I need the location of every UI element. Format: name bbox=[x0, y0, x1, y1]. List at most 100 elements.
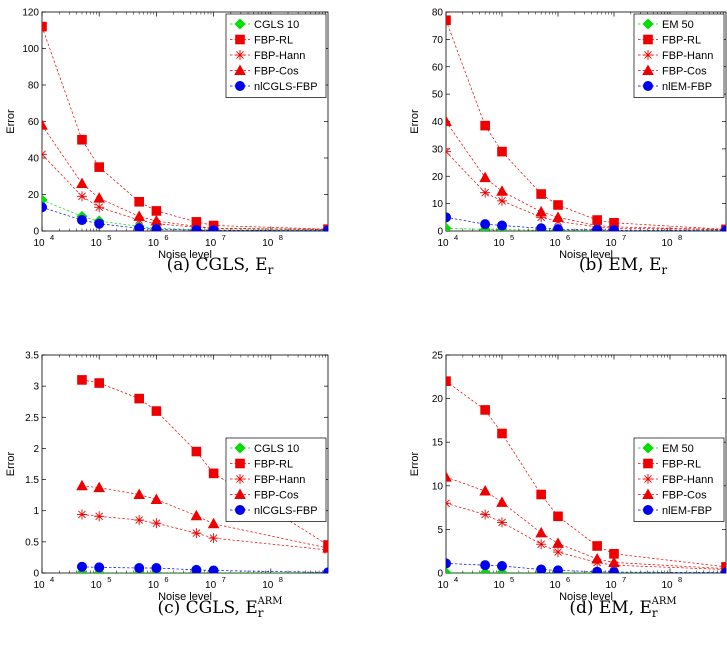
data-point bbox=[497, 517, 507, 528]
data-point bbox=[134, 563, 145, 573]
data-point bbox=[609, 225, 619, 231]
data-point bbox=[208, 533, 219, 544]
x-tick-exponent: 7 bbox=[622, 233, 626, 242]
legend-entry: FBP-Cos bbox=[662, 490, 707, 502]
data-point bbox=[207, 517, 220, 529]
legend: EM 50 FBP-RL FBP-Hann FBP-Cos nlEM-FBP bbox=[633, 13, 725, 98]
data-point bbox=[93, 192, 105, 203]
legend-marker bbox=[235, 34, 245, 45]
x-tick-exponent: 6 bbox=[566, 575, 570, 584]
legend-marker bbox=[642, 488, 654, 499]
data-point bbox=[479, 171, 491, 183]
data-point bbox=[208, 468, 219, 479]
y-axis-label: Error bbox=[5, 451, 17, 476]
data-point bbox=[536, 564, 547, 573]
data-point bbox=[480, 405, 490, 415]
y-tick-label: 0 bbox=[437, 569, 443, 580]
series-line bbox=[446, 380, 726, 568]
legend-marker bbox=[235, 81, 245, 91]
series-fbp-hann bbox=[76, 509, 328, 555]
x-tick-label: 10 bbox=[661, 580, 673, 591]
legend-entry: FBP-Hann bbox=[254, 50, 305, 62]
data-point bbox=[591, 553, 603, 564]
y-tick-label: 20 bbox=[28, 190, 40, 201]
y-tick-label: 20 bbox=[432, 394, 444, 405]
x-tick-label: 10 bbox=[148, 580, 160, 591]
legend: CGLS 10 FBP-RL FBP-Hann FBP-Cos nlCGLS-FBP bbox=[225, 437, 327, 522]
data-point bbox=[93, 481, 105, 493]
y-tick-label: 10 bbox=[432, 481, 444, 492]
x-tick-exponent: 7 bbox=[222, 575, 226, 584]
data-point bbox=[94, 162, 104, 172]
x-tick-label: 10 bbox=[549, 580, 561, 591]
chart-panel-3: 0 0.5 1 1.5 2 2.5 3 3.5 10 4 10 5 10 6 10 7 10 8 Noise lev… bbox=[5, 351, 329, 620]
data-point bbox=[721, 225, 726, 231]
legend-marker bbox=[643, 81, 653, 91]
data-point bbox=[496, 185, 508, 196]
legend: CGLS 10 FBP-RL FBP-Hann FBP-Cos nlCGLS-FBP bbox=[225, 13, 327, 98]
data-point bbox=[446, 558, 451, 569]
legend-marker bbox=[643, 50, 653, 60]
y-tick-label: 10 bbox=[432, 199, 444, 210]
legend: EM 50 FBP-RL FBP-Hann FBP-Cos nlEM-FBP bbox=[633, 437, 725, 522]
series-line bbox=[446, 151, 726, 230]
data-point bbox=[191, 528, 202, 539]
y-tick-label: 0 bbox=[33, 569, 39, 580]
legend-entry: EM 50 bbox=[662, 19, 694, 31]
panel-caption: (c) CGLS, ErARM bbox=[157, 596, 282, 620]
legend-marker bbox=[643, 474, 653, 484]
data-point bbox=[77, 134, 87, 145]
data-point bbox=[446, 567, 452, 573]
x-tick-exponent: 7 bbox=[622, 575, 626, 584]
y-tick-label: 0.5 bbox=[25, 537, 39, 548]
data-point bbox=[479, 485, 491, 496]
data-point bbox=[134, 515, 145, 526]
chart-panel-1: 0 20 40 60 80 100 120 10 4 10 5 10 6 10 7 10 8 Noise leve… bbox=[5, 8, 329, 277]
x-axis-label: Noise level bbox=[158, 591, 212, 603]
data-point bbox=[76, 177, 88, 189]
x-tick-label: 10 bbox=[33, 580, 45, 591]
data-point bbox=[191, 564, 202, 573]
series-fbp-cos bbox=[446, 471, 726, 573]
y-tick-label: 1 bbox=[33, 506, 39, 517]
legend-box bbox=[225, 13, 327, 98]
legend-marker bbox=[642, 442, 654, 454]
y-tick-label: 60 bbox=[432, 62, 444, 73]
legend-marker bbox=[235, 458, 245, 469]
data-point bbox=[150, 493, 163, 505]
data-point bbox=[480, 120, 490, 131]
legend-entry: FBP-RL bbox=[254, 35, 293, 47]
x-axis-label: Noise level bbox=[559, 249, 613, 261]
x-tick-label: 10 bbox=[148, 238, 160, 249]
x-tick-label: 10 bbox=[605, 238, 617, 249]
legend-marker bbox=[234, 442, 246, 454]
data-point bbox=[552, 211, 564, 222]
legend-marker bbox=[643, 34, 653, 45]
legend-entry: CGLS 10 bbox=[254, 443, 299, 455]
y-tick-label: 0 bbox=[33, 227, 39, 238]
data-point bbox=[480, 187, 491, 198]
x-tick-label: 10 bbox=[33, 238, 45, 249]
data-point bbox=[77, 375, 87, 385]
y-axis-label: Error bbox=[409, 109, 421, 134]
data-point bbox=[134, 393, 144, 404]
data-point bbox=[553, 511, 563, 522]
y-tick-label: 70 bbox=[432, 35, 444, 46]
data-point bbox=[133, 210, 145, 221]
data-point bbox=[151, 224, 162, 231]
x-tick-label: 10 bbox=[661, 238, 673, 249]
x-tick-exponent: 5 bbox=[107, 575, 111, 584]
series-line bbox=[42, 125, 328, 230]
data-point bbox=[592, 566, 603, 573]
data-point bbox=[76, 215, 87, 226]
data-point bbox=[134, 197, 144, 207]
y-tick-label: 80 bbox=[432, 8, 444, 19]
data-point bbox=[94, 378, 104, 388]
x-tick-exponent: 8 bbox=[279, 233, 283, 242]
legend-marker bbox=[643, 505, 653, 515]
data-point bbox=[536, 189, 546, 199]
x-tick-exponent: 6 bbox=[164, 575, 168, 584]
legend-entry: FBP-Hann bbox=[662, 50, 713, 62]
data-point bbox=[42, 202, 47, 213]
legend-marker bbox=[235, 505, 245, 515]
